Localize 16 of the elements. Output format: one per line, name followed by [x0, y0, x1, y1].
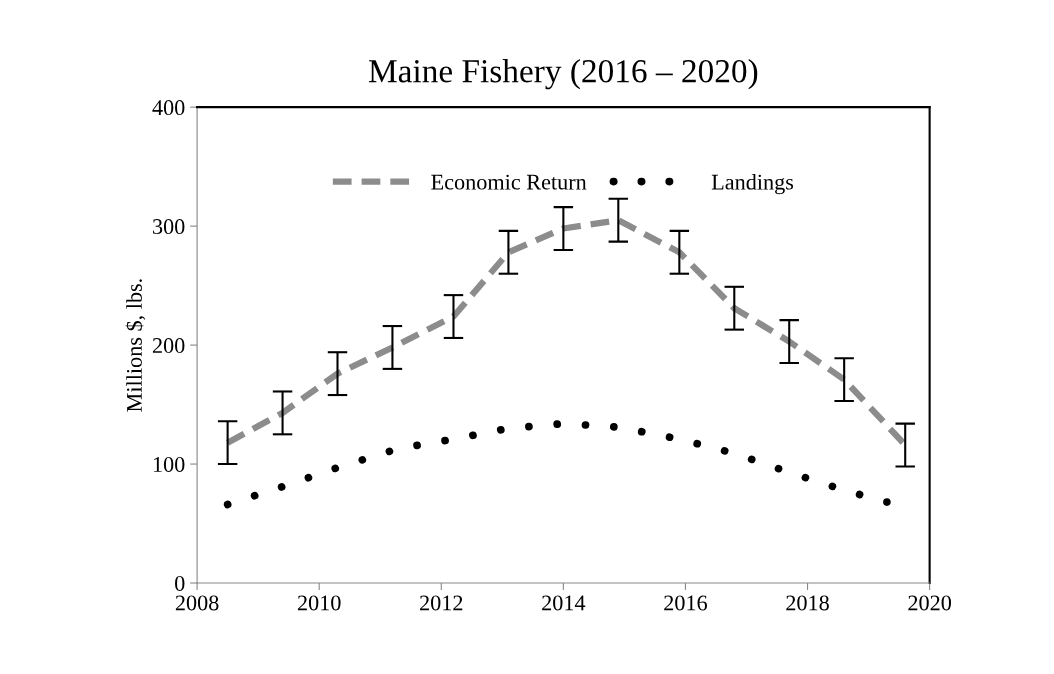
x-tick-label: 2012	[420, 595, 463, 611]
legend-label: Economic Return	[431, 174, 587, 190]
legend-label: Landings	[711, 173, 794, 195]
x-tick-label: 2018	[786, 595, 829, 611]
y-axis-title: Millions $, lbs.	[125, 279, 146, 412]
x-tick-label: 2014	[542, 595, 586, 611]
x-tick-label: 2010	[297, 595, 341, 611]
x-tick-label: 2008	[175, 595, 219, 611]
y-tick-label: 300	[153, 219, 185, 235]
x-tick-label: 2020	[908, 595, 951, 611]
x-tick-label: 2016	[664, 595, 708, 611]
chart-title: Maine Fishery (2016 – 2020)	[368, 59, 758, 90]
y-tick-label: 100	[153, 456, 185, 472]
y-tick-label: 200	[152, 338, 185, 354]
y-tick-label: 400	[152, 100, 185, 116]
y-tick-label: 0	[175, 575, 185, 591]
